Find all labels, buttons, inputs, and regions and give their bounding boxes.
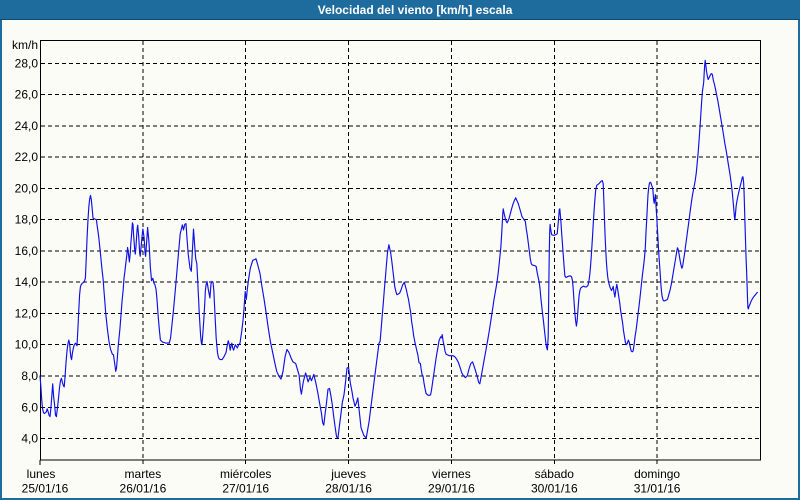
svg-text:miércoles: miércoles xyxy=(220,467,271,481)
svg-text:lunes: lunes xyxy=(27,467,56,481)
svg-text:km/h: km/h xyxy=(12,38,38,52)
svg-text:30/01/16: 30/01/16 xyxy=(531,482,578,496)
svg-text:14,0: 14,0 xyxy=(15,275,39,289)
svg-text:martes: martes xyxy=(125,467,162,481)
svg-text:8,0: 8,0 xyxy=(21,369,38,383)
svg-text:sábado: sábado xyxy=(535,467,575,481)
svg-text:10,0: 10,0 xyxy=(15,338,39,352)
svg-text:29/01/16: 29/01/16 xyxy=(428,482,475,496)
svg-text:26,0: 26,0 xyxy=(15,88,39,102)
svg-text:28,0: 28,0 xyxy=(15,56,39,70)
svg-text:25/01/16: 25/01/16 xyxy=(22,482,69,496)
svg-text:viernes: viernes xyxy=(432,467,471,481)
svg-text:31/01/16: 31/01/16 xyxy=(634,482,681,496)
svg-text:22,0: 22,0 xyxy=(15,150,39,164)
svg-text:28/01/16: 28/01/16 xyxy=(325,482,372,496)
svg-text:6,0: 6,0 xyxy=(21,400,38,414)
svg-text:20,0: 20,0 xyxy=(15,181,39,195)
svg-text:16,0: 16,0 xyxy=(15,244,39,258)
svg-text:27/01/16: 27/01/16 xyxy=(222,482,269,496)
svg-text:24,0: 24,0 xyxy=(15,119,39,133)
svg-text:12,0: 12,0 xyxy=(15,307,39,321)
svg-text:26/01/16: 26/01/16 xyxy=(120,482,167,496)
svg-text:domingo: domingo xyxy=(634,467,680,481)
svg-text:4,0: 4,0 xyxy=(21,432,38,446)
svg-text:18,0: 18,0 xyxy=(15,213,39,227)
svg-text:jueves: jueves xyxy=(330,467,366,481)
svg-text:Velocidad del viento [km/h] es: Velocidad del viento [km/h] escala xyxy=(318,3,513,17)
